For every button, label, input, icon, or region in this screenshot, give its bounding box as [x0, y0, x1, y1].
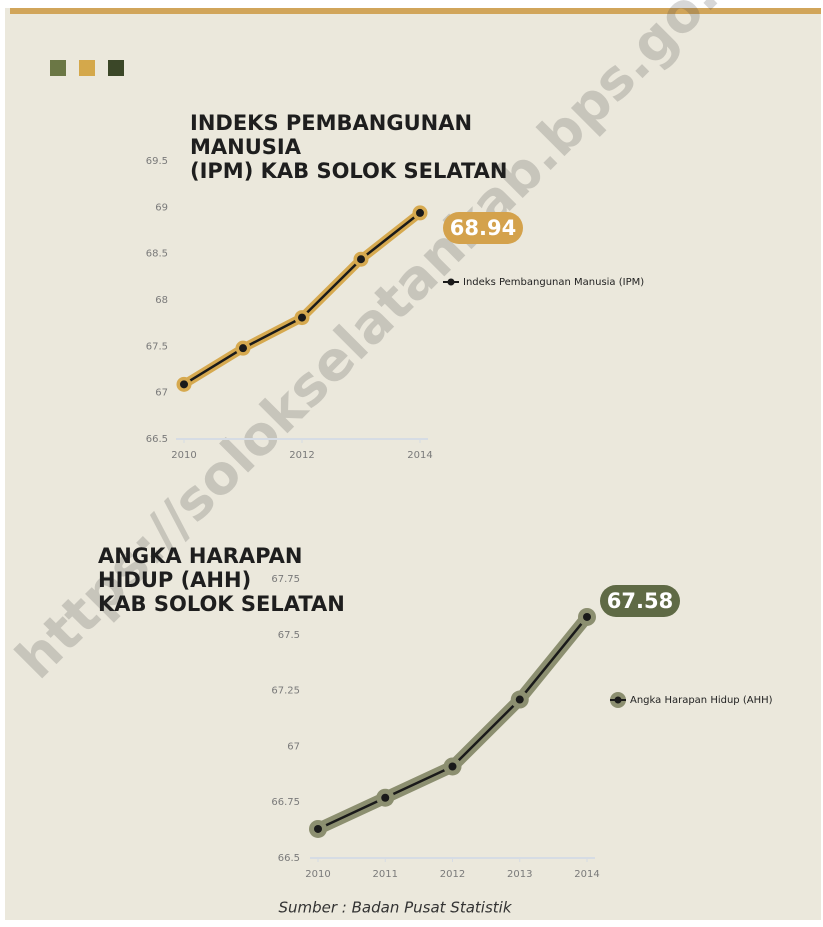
legend-label: Angka Harapan Hidup (AHH) — [630, 695, 773, 706]
point — [448, 762, 457, 771]
chart-title: (IPM) KAB SOLOK SELATAN — [190, 159, 508, 183]
chart-title: ANGKA HARAPAN — [98, 544, 302, 568]
x-tick-label: 2013 — [507, 869, 532, 880]
legend-label: Indeks Pembangunan Manusia (IPM) — [463, 277, 644, 288]
point — [416, 208, 424, 217]
point — [381, 793, 390, 802]
point — [583, 612, 591, 621]
background — [5, 8, 821, 920]
legend-marker — [614, 696, 622, 704]
x-tick-label: 2014 — [574, 869, 599, 880]
y-tick-label: 67.25 — [271, 686, 300, 697]
y-tick-label: 67.5 — [278, 630, 300, 641]
y-tick-label: 69.5 — [146, 156, 168, 167]
point — [239, 344, 247, 353]
chart-title: MANUSIA — [190, 135, 302, 159]
y-tick-label: 68.5 — [146, 249, 168, 260]
y-tick-label: 67.5 — [146, 341, 168, 352]
chart-title: HIDUP (AHH) — [98, 568, 251, 592]
top-bar — [10, 8, 821, 14]
deco-square — [50, 60, 66, 76]
legend-marker — [447, 278, 455, 286]
x-tick-label: 2012 — [289, 450, 314, 461]
point — [314, 824, 322, 833]
point — [357, 255, 365, 264]
point — [180, 380, 188, 389]
x-tick-label: 2010 — [305, 869, 330, 880]
source: Sumber : Badan Pusat Statistik — [278, 899, 512, 917]
x-tick-label: 2011 — [373, 869, 398, 880]
data-label-bg — [600, 585, 680, 617]
y-tick-label: 66.5 — [146, 434, 168, 445]
x-tick-label: 2012 — [440, 869, 465, 880]
y-tick-label: 67.75 — [271, 574, 300, 585]
y-tick-label: 68 — [155, 295, 168, 306]
data-label: 68.94 — [450, 216, 516, 240]
y-tick-label: 69 — [155, 202, 168, 213]
y-tick-label: 67 — [155, 388, 168, 399]
data-label: 67.58 — [607, 589, 673, 613]
point — [298, 313, 306, 322]
point — [515, 695, 524, 704]
deco-square — [79, 60, 95, 76]
y-tick-label: 66.5 — [278, 853, 300, 864]
x-tick-label: 2010 — [171, 450, 196, 461]
chart-title: KAB SOLOK SELATAN — [98, 592, 345, 616]
chart-title: INDEKS PEMBANGUNAN — [190, 111, 472, 135]
y-tick-label: 67 — [287, 741, 300, 752]
y-tick-label: 66.75 — [271, 797, 300, 808]
deco-square — [108, 60, 124, 76]
data-label-bg — [443, 212, 523, 244]
x-tick-label: 2014 — [407, 450, 432, 461]
